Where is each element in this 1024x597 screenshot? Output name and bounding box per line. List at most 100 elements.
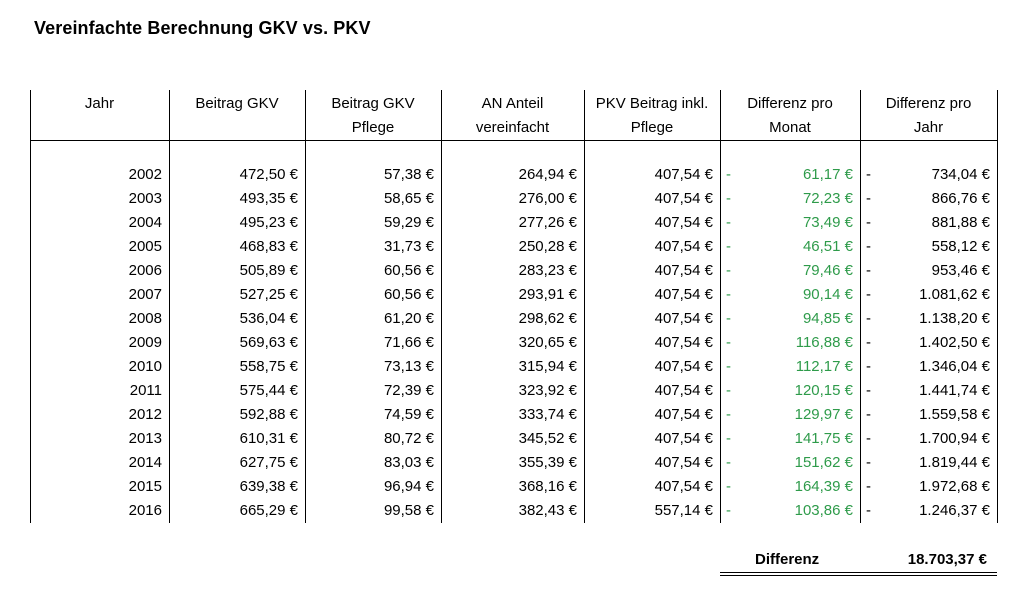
header-line-1: Differenz pro <box>747 95 833 112</box>
total-underline-1 <box>720 572 997 573</box>
column-divider <box>997 90 998 140</box>
cell-differenz-jahr: 1.441,74 € <box>919 382 990 399</box>
cell-differenz-jahr: 1.819,44 € <box>919 454 990 471</box>
cell-pkv-beitrag: 407,54 € <box>654 406 713 423</box>
cell-beitrag-gkv: 569,63 € <box>239 334 298 351</box>
total-underline-2 <box>720 575 997 576</box>
cell-beitrag-gkv-pflege: 31,73 € <box>383 238 434 255</box>
cell-beitrag-gkv: 505,89 € <box>239 262 298 279</box>
total-value: 18.703,37 € <box>907 551 987 568</box>
negative-sign-jahr: - <box>866 262 871 279</box>
cell-pkv-beitrag: 407,54 € <box>654 478 713 495</box>
cell-differenz-monat: 120,15 € <box>794 382 853 399</box>
cell-beitrag-gkv: 665,29 € <box>239 502 298 519</box>
cell-beitrag-gkv: 639,38 € <box>239 478 298 495</box>
page-title: Vereinfachte Berechnung GKV vs. PKV <box>34 18 371 38</box>
cell-beitrag-gkv-pflege: 83,03 € <box>383 454 434 471</box>
header-differenz-jahr: Differenz pro Jahr <box>860 92 997 140</box>
negative-sign-monat: - <box>726 214 731 231</box>
cell-beitrag-gkv: 558,75 € <box>239 358 298 375</box>
cell-an-anteil: 264,94 € <box>518 166 577 183</box>
cell-beitrag-gkv: 493,35 € <box>239 190 298 207</box>
cell-jahr: 2002 <box>128 166 162 183</box>
header-differenz-monat: Differenz pro Monat <box>720 92 860 140</box>
cell-beitrag-gkv-pflege: 73,13 € <box>383 358 434 375</box>
column-divider <box>441 90 442 140</box>
cell-an-anteil: 355,39 € <box>518 454 577 471</box>
column-divider <box>305 90 306 140</box>
cell-jahr: 2013 <box>128 430 162 447</box>
header-line-1: Beitrag GKV <box>195 95 279 112</box>
negative-sign-monat: - <box>726 358 731 375</box>
header-bottom-border <box>30 140 997 141</box>
cell-differenz-monat: 112,17 € <box>795 358 853 375</box>
cell-jahr: 2005 <box>128 238 162 255</box>
negative-sign-jahr: - <box>866 214 871 231</box>
cell-beitrag-gkv-pflege: 57,38 € <box>383 166 434 183</box>
cell-jahr: 2016 <box>128 502 162 519</box>
cell-differenz-monat: 46,51 € <box>802 238 853 255</box>
negative-sign-monat: - <box>726 166 731 183</box>
header-line-2: vereinfacht <box>475 119 550 136</box>
cell-jahr: 2008 <box>128 310 162 327</box>
header-line-1: Jahr <box>84 95 115 112</box>
header-line-2: Monat <box>769 119 811 136</box>
cell-an-anteil: 382,43 € <box>518 502 577 519</box>
cell-jahr: 2004 <box>128 214 162 231</box>
cell-differenz-jahr: 1.700,94 € <box>919 430 990 447</box>
cell-beitrag-gkv: 527,25 € <box>239 286 298 303</box>
cell-differenz-monat: 94,85 € <box>802 310 853 327</box>
cell-differenz-monat: 72,23 € <box>802 190 853 207</box>
cell-jahr: 2014 <box>128 454 162 471</box>
cell-an-anteil: 277,26 € <box>518 214 577 231</box>
cell-an-anteil: 368,16 € <box>518 478 577 495</box>
cell-pkv-beitrag: 407,54 € <box>654 262 713 279</box>
column-divider <box>584 90 585 140</box>
cell-an-anteil: 320,65 € <box>518 334 577 351</box>
negative-sign-jahr: - <box>866 334 871 351</box>
cell-pkv-beitrag: 407,54 € <box>654 430 713 447</box>
cell-an-anteil: 345,52 € <box>518 430 577 447</box>
header-jahr: Jahr <box>30 92 169 116</box>
header-line-1: Differenz pro <box>885 95 972 112</box>
cell-jahr: 2006 <box>128 262 162 279</box>
negative-sign-jahr: - <box>866 190 871 207</box>
cell-jahr: 2012 <box>128 406 162 423</box>
cell-jahr: 2015 <box>128 478 162 495</box>
cell-beitrag-gkv: 472,50 € <box>239 166 298 183</box>
header-beitrag-gkv-pflege: Beitrag GKV Pflege <box>305 92 441 140</box>
negative-sign-jahr: - <box>866 358 871 375</box>
cell-differenz-monat: 103,86 € <box>794 502 853 519</box>
header-line-1: AN Anteil <box>481 95 544 112</box>
cell-beitrag-gkv-pflege: 60,56 € <box>383 286 434 303</box>
cell-beitrag-gkv: 536,04 € <box>239 310 298 327</box>
cell-beitrag-gkv: 575,44 € <box>239 382 298 399</box>
cell-beitrag-gkv-pflege: 72,39 € <box>383 382 434 399</box>
negative-sign-jahr: - <box>866 478 871 495</box>
cell-differenz-jahr: 1.246,37 € <box>919 502 990 519</box>
negative-sign-monat: - <box>726 478 731 495</box>
cell-an-anteil: 298,62 € <box>518 310 577 327</box>
cell-jahr: 2007 <box>128 286 162 303</box>
cell-beitrag-gkv-pflege: 71,66 € <box>383 334 434 351</box>
negative-sign-monat: - <box>726 190 731 207</box>
body-column-divider <box>997 140 998 523</box>
cell-pkv-beitrag: 407,54 € <box>654 454 713 471</box>
negative-sign-monat: - <box>726 286 731 303</box>
negative-sign-jahr: - <box>866 502 871 519</box>
body-column-divider <box>860 140 861 523</box>
cell-differenz-monat: 151,62 € <box>794 454 853 471</box>
negative-sign-monat: - <box>726 238 731 255</box>
cell-beitrag-gkv-pflege: 60,56 € <box>383 262 434 279</box>
cell-beitrag-gkv-pflege: 61,20 € <box>383 310 434 327</box>
cell-differenz-monat: 141,75 € <box>794 430 853 447</box>
negative-sign-jahr: - <box>866 430 871 447</box>
cell-beitrag-gkv-pflege: 99,58 € <box>383 502 434 519</box>
cell-differenz-jahr: 558,12 € <box>931 238 990 255</box>
negative-sign-jahr: - <box>866 238 871 255</box>
cell-beitrag-gkv-pflege: 59,29 € <box>383 214 434 231</box>
header-line-1: Beitrag GKV <box>331 95 415 112</box>
cell-beitrag-gkv-pflege: 80,72 € <box>383 430 434 447</box>
negative-sign-jahr: - <box>866 286 871 303</box>
cell-beitrag-gkv: 495,23 € <box>239 214 298 231</box>
